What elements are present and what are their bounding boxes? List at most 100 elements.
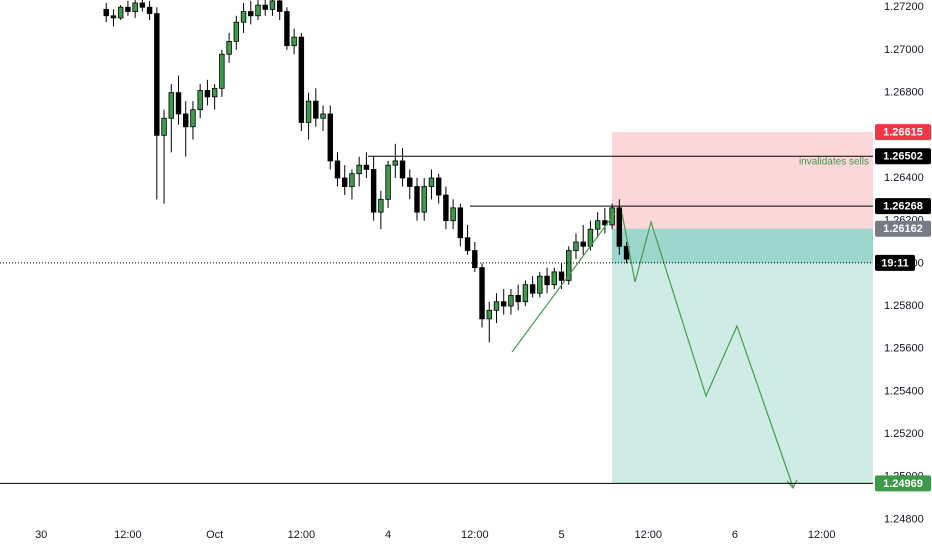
trend-line — [511, 212, 616, 353]
projection-path — [621, 212, 794, 488]
x-tick-label: 6 — [732, 529, 738, 541]
candle-body — [385, 164, 391, 200]
candle-body — [457, 207, 464, 239]
levels — [0, 155, 873, 484]
candle-body — [515, 294, 521, 303]
candle-body — [363, 164, 370, 170]
candle-body — [464, 237, 471, 251]
candle-body — [255, 4, 261, 17]
candle-body — [421, 186, 427, 213]
x-tick-label: 30 — [35, 529, 47, 541]
candle-body — [154, 13, 160, 136]
candle-body — [435, 177, 442, 196]
candle-body — [594, 220, 601, 230]
candle-body — [125, 6, 131, 12]
candle-body — [529, 284, 536, 294]
candle-body — [139, 2, 146, 8]
candle-body — [551, 271, 558, 286]
candle-body — [132, 2, 138, 12]
candle-body — [428, 177, 435, 187]
level-label-bg — [875, 220, 931, 237]
candle-body — [103, 8, 109, 17]
candle-body — [544, 275, 550, 286]
candle-body — [493, 301, 500, 311]
candle-body — [414, 186, 420, 213]
candle-body — [190, 109, 196, 128]
candle-body — [117, 6, 124, 19]
candle-body — [537, 275, 543, 294]
candle-body — [334, 160, 341, 179]
y-tick-label: 1.27000 — [884, 44, 924, 56]
candle-body — [110, 15, 117, 19]
candle-body — [168, 92, 174, 119]
stop-zone — [612, 132, 873, 229]
candle-body — [269, 0, 276, 10]
candle-body — [558, 271, 565, 281]
candle-body — [508, 294, 514, 307]
candle-body — [370, 169, 377, 213]
candle-body — [349, 173, 355, 187]
candle-body — [450, 207, 456, 222]
candle-body — [197, 90, 203, 111]
x-tick-label: 12:00 — [114, 529, 142, 541]
level-label: 1.26162 — [883, 223, 923, 235]
candle-body — [276, 0, 283, 12]
candle-body — [472, 250, 478, 269]
y-tick-label: 1.26800 — [884, 87, 924, 99]
candle-body — [291, 36, 297, 47]
countdown: 19:11 — [881, 257, 909, 269]
candle-body — [211, 87, 218, 98]
x-tick-label: 12:00 — [461, 529, 489, 541]
x-tick-label: 5 — [558, 529, 564, 541]
y-tick-label: 1.25800 — [884, 300, 924, 312]
open-profit-zone — [612, 228, 873, 263]
candle-body — [161, 117, 167, 136]
price-axis: 1.248001.250001.252001.254001.256001.258… — [873, 0, 932, 550]
candle-body — [248, 11, 254, 17]
candle-body — [580, 241, 586, 247]
candle-body — [305, 100, 312, 123]
candle-body — [226, 41, 232, 55]
candle-body — [616, 207, 623, 247]
level-label: 1.26268 — [883, 201, 923, 213]
candle-body — [522, 284, 529, 303]
candle-body — [320, 113, 326, 119]
x-tick-label: Oct — [206, 529, 223, 541]
candle-body — [240, 11, 247, 23]
annotation: invalidates sells — [799, 157, 869, 168]
y-tick-label: 1.25200 — [884, 428, 924, 440]
candle-body — [204, 90, 211, 98]
y-tick-label: 1.25400 — [884, 385, 924, 397]
candle-body — [298, 36, 305, 123]
candles — [103, 0, 630, 343]
target-zone — [612, 228, 873, 484]
level-label: 1.26615 — [883, 127, 923, 139]
candle-body — [573, 241, 579, 251]
candle-body — [284, 11, 290, 47]
candle-body — [486, 309, 492, 320]
candle-body — [500, 301, 507, 307]
countdown-bg — [875, 254, 915, 271]
x-tick-label: 12:00 — [634, 529, 662, 541]
candle-body — [327, 113, 333, 162]
candle-body — [262, 4, 268, 10]
candle-body — [356, 164, 362, 175]
candle-body — [566, 250, 572, 281]
level-label-bg — [875, 475, 931, 492]
x-tick-label: 4 — [385, 529, 391, 541]
candle-body — [342, 177, 348, 187]
x-tick-label: 12:00 — [808, 529, 836, 541]
candle-body — [313, 100, 319, 119]
candle-body — [183, 113, 189, 128]
level-label-bg — [875, 198, 931, 215]
candle-body — [175, 92, 182, 115]
y-tick-label: 1.25600 — [884, 343, 924, 355]
y-tick-label: 1.27200 — [884, 1, 924, 13]
candle-body — [392, 160, 399, 166]
level-label-bg — [875, 148, 931, 165]
time-axis: 30 12:00 Oct 12:00 4 12:00 5 12:00 6 12:00 — [35, 529, 835, 541]
candle-body — [407, 177, 413, 187]
candle-body — [443, 194, 449, 222]
x-tick-label: 12:00 — [288, 529, 316, 541]
